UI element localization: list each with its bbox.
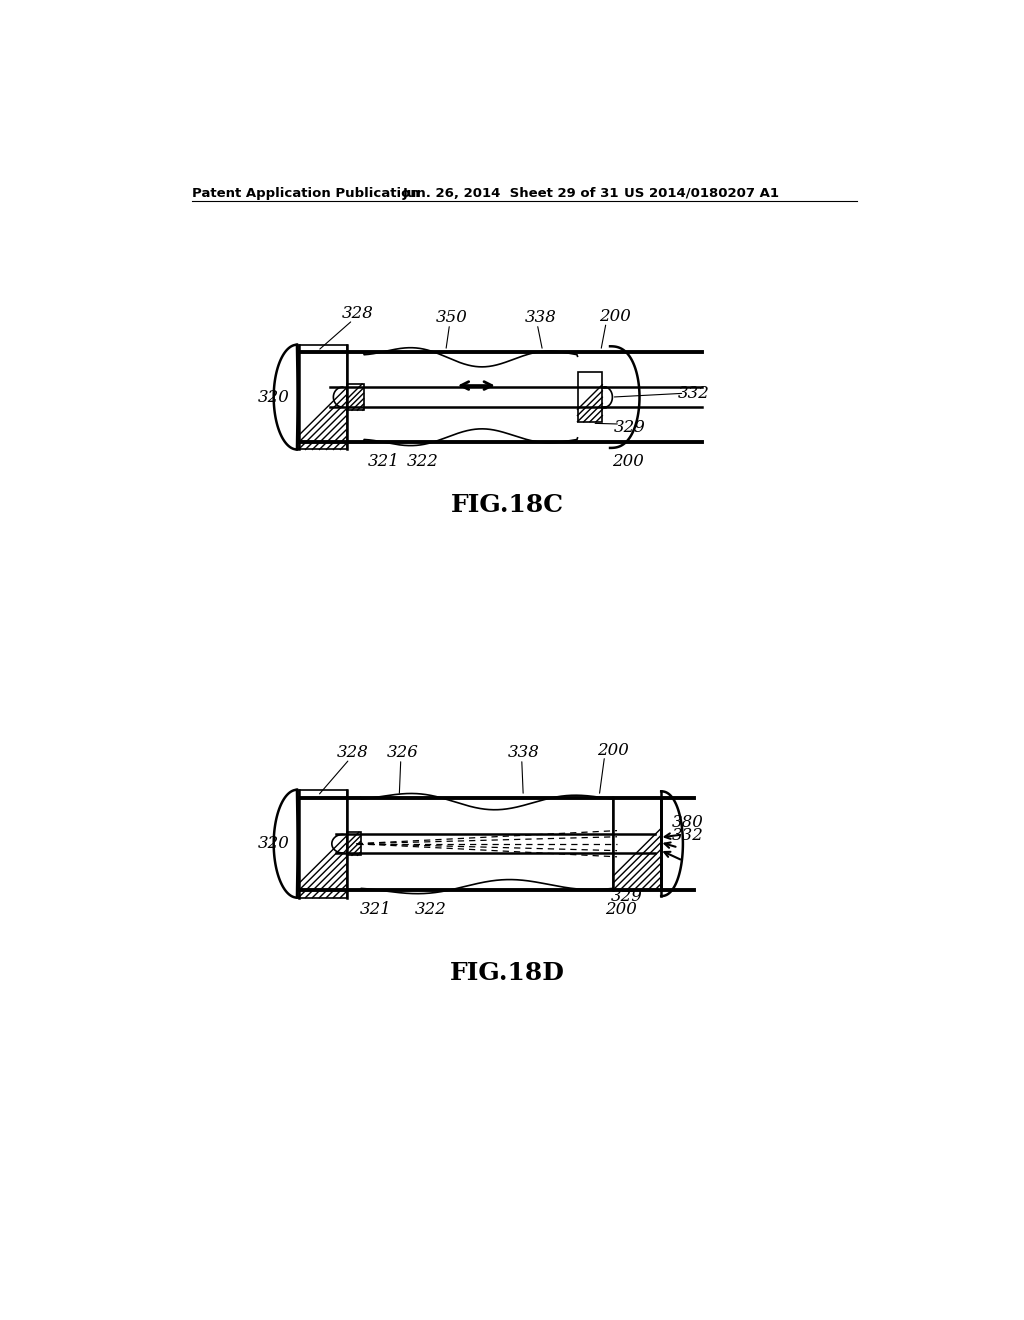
- Text: 380: 380: [672, 813, 703, 830]
- Text: 200: 200: [599, 308, 631, 325]
- Text: 320: 320: [258, 388, 290, 405]
- Text: FIG.18C: FIG.18C: [452, 492, 564, 517]
- Bar: [346, 832, 360, 855]
- Text: 332: 332: [678, 384, 710, 401]
- Text: 338: 338: [507, 744, 540, 762]
- Text: 329: 329: [611, 887, 643, 904]
- Text: Jun. 26, 2014  Sheet 29 of 31: Jun. 26, 2014 Sheet 29 of 31: [403, 187, 620, 199]
- Bar: [336, 834, 655, 853]
- Bar: [330, 387, 701, 407]
- Bar: [299, 345, 346, 449]
- Text: 338: 338: [525, 309, 557, 326]
- Text: US 2014/0180207 A1: US 2014/0180207 A1: [624, 187, 779, 199]
- Text: 332: 332: [672, 828, 703, 845]
- Text: 328: 328: [341, 305, 374, 322]
- Text: 321: 321: [360, 902, 392, 919]
- Text: Patent Application Publication: Patent Application Publication: [193, 187, 420, 199]
- Text: 329: 329: [614, 420, 646, 437]
- Bar: [299, 789, 346, 898]
- Text: 350: 350: [436, 309, 468, 326]
- Text: 200: 200: [605, 902, 637, 919]
- Text: 322: 322: [407, 453, 438, 470]
- Text: 200: 200: [612, 453, 644, 470]
- Text: 200: 200: [597, 742, 629, 759]
- Bar: [346, 384, 364, 411]
- Text: FIG.18D: FIG.18D: [451, 961, 565, 985]
- Text: 322: 322: [415, 902, 446, 919]
- Text: 320: 320: [258, 836, 290, 853]
- Bar: [578, 372, 602, 422]
- Text: 328: 328: [337, 744, 369, 762]
- Text: 326: 326: [387, 744, 419, 762]
- Bar: [613, 797, 662, 890]
- Text: 321: 321: [368, 453, 399, 470]
